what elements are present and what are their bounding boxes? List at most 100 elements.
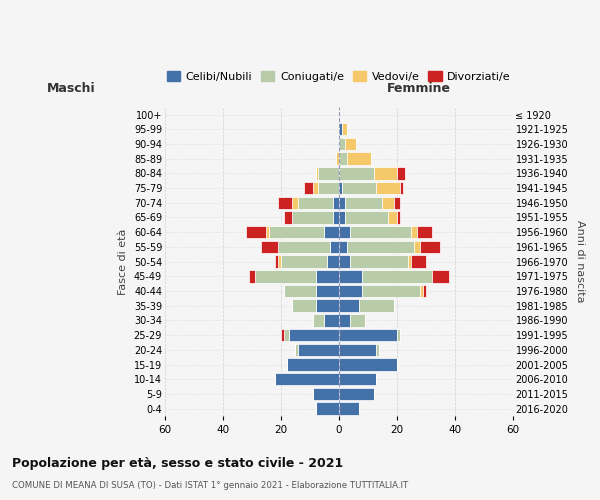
Bar — [278, 256, 281, 268]
Bar — [362, 270, 431, 282]
Bar — [324, 226, 339, 238]
Bar — [266, 226, 269, 238]
Bar — [292, 300, 316, 312]
Bar — [333, 211, 339, 224]
Bar — [316, 402, 339, 415]
Bar — [344, 211, 388, 224]
Bar — [339, 270, 362, 282]
Bar — [292, 211, 333, 224]
Text: Maschi: Maschi — [47, 82, 95, 95]
Bar — [284, 329, 289, 342]
Bar — [281, 256, 327, 268]
Bar — [246, 226, 266, 238]
Bar — [350, 226, 411, 238]
Y-axis label: Anni di nascita: Anni di nascita — [575, 220, 585, 303]
Bar — [400, 182, 403, 194]
Bar — [420, 284, 423, 297]
Bar — [362, 284, 420, 297]
Y-axis label: Fasce di età: Fasce di età — [118, 228, 128, 295]
Bar — [289, 329, 339, 342]
Bar — [339, 388, 374, 400]
Bar — [316, 270, 339, 282]
Bar — [292, 196, 298, 209]
Bar — [260, 240, 278, 253]
Bar — [388, 211, 397, 224]
Bar — [339, 240, 347, 253]
Bar — [278, 240, 330, 253]
Bar — [411, 226, 417, 238]
Bar — [319, 182, 339, 194]
Bar — [316, 284, 339, 297]
Bar — [298, 196, 333, 209]
Bar — [417, 226, 431, 238]
Bar — [339, 152, 347, 165]
Bar — [347, 152, 371, 165]
Bar — [269, 226, 324, 238]
Bar — [339, 167, 374, 179]
Bar — [397, 211, 400, 224]
Bar — [394, 196, 400, 209]
Bar — [411, 256, 426, 268]
Bar — [341, 182, 376, 194]
Bar — [284, 284, 316, 297]
Bar — [339, 123, 341, 136]
Bar — [339, 226, 350, 238]
Bar — [249, 270, 255, 282]
Legend: Celibi/Nubili, Coniugati/e, Vedovi/e, Divorziati/e: Celibi/Nubili, Coniugati/e, Vedovi/e, Di… — [162, 66, 515, 86]
Bar — [339, 358, 397, 371]
Bar — [324, 314, 339, 326]
Bar — [382, 196, 394, 209]
Bar — [339, 256, 350, 268]
Bar — [397, 167, 406, 179]
Bar — [409, 256, 411, 268]
Bar — [423, 284, 426, 297]
Bar — [397, 329, 400, 342]
Bar — [287, 358, 339, 371]
Bar — [339, 211, 344, 224]
Bar — [339, 344, 376, 356]
Bar — [374, 167, 397, 179]
Text: Popolazione per età, sesso e stato civile - 2021: Popolazione per età, sesso e stato civil… — [12, 458, 343, 470]
Bar — [313, 388, 339, 400]
Bar — [319, 167, 339, 179]
Bar — [295, 344, 298, 356]
Bar — [339, 196, 344, 209]
Text: COMUNE DI MEANA DI SUSA (TO) - Dati ISTAT 1° gennaio 2021 - Elaborazione TUTTITA: COMUNE DI MEANA DI SUSA (TO) - Dati ISTA… — [12, 481, 408, 490]
Text: Femmine: Femmine — [387, 82, 451, 95]
Bar — [339, 284, 362, 297]
Bar — [330, 240, 339, 253]
Bar — [339, 138, 344, 150]
Bar — [376, 344, 379, 356]
Bar — [376, 182, 400, 194]
Bar — [350, 314, 365, 326]
Bar — [414, 240, 420, 253]
Bar — [344, 138, 356, 150]
Bar — [275, 256, 278, 268]
Bar — [284, 211, 292, 224]
Bar — [336, 152, 339, 165]
Bar — [278, 196, 292, 209]
Bar — [431, 270, 449, 282]
Bar — [359, 300, 394, 312]
Bar — [275, 373, 339, 386]
Bar — [347, 240, 414, 253]
Bar — [339, 182, 341, 194]
Bar — [339, 373, 376, 386]
Bar — [339, 300, 359, 312]
Bar — [298, 344, 339, 356]
Bar — [316, 167, 319, 179]
Bar — [339, 329, 397, 342]
Bar — [420, 240, 440, 253]
Bar — [339, 314, 350, 326]
Bar — [339, 402, 359, 415]
Bar — [316, 300, 339, 312]
Bar — [313, 182, 319, 194]
Bar — [327, 256, 339, 268]
Bar — [341, 123, 347, 136]
Bar — [304, 182, 313, 194]
Bar — [255, 270, 316, 282]
Bar — [281, 329, 284, 342]
Bar — [350, 256, 409, 268]
Bar — [344, 196, 382, 209]
Bar — [333, 196, 339, 209]
